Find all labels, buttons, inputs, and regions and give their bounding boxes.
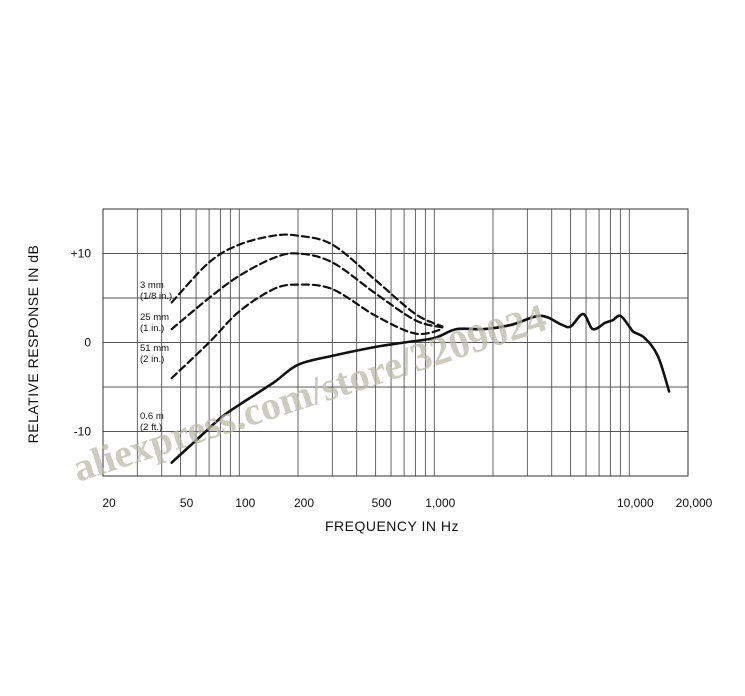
x-tick-label: 500 — [372, 496, 392, 510]
annotation-0-6m: 0.6 m (2 ft.) — [140, 411, 164, 433]
y-tick-label: +10 — [71, 247, 92, 261]
series-line-25mm — [170, 252, 444, 331]
series-layer — [170, 233, 671, 464]
x-tick-label: 100 — [235, 496, 255, 510]
y-tick-label: -10 — [74, 425, 92, 439]
x-tick-label: 10,000 — [617, 496, 654, 510]
annotation-3mm: 3 mm (1/8 in.) — [140, 280, 172, 302]
x-tick-labels: 20 50 100 200 500 1,000 10,000 20,000 — [102, 496, 712, 510]
y-tick-labels: +10 0 -10 — [71, 247, 92, 439]
series-line-3mm — [170, 233, 444, 328]
curve-annotations: 3 mm (1/8 in.) 25 mm (1 in.) 51 mm (2 in.) 0.6… — [140, 280, 172, 433]
annotation-25mm: 25 mm (1 in.) — [140, 312, 169, 334]
x-tick-label: 20,000 — [676, 496, 713, 510]
y-axis-label: RELATIVE RESPONSE IN dB — [25, 245, 41, 444]
plot-area-border — [102, 208, 689, 477]
x-tick-label: 50 — [180, 496, 194, 510]
y-tick-label: 0 — [84, 336, 91, 350]
x-axis-label: FREQUENCY IN Hz — [325, 518, 459, 534]
series-line-0-6m — [170, 312, 671, 464]
x-tick-label: 200 — [294, 496, 314, 510]
annotation-51mm: 51 mm (2 in.) — [140, 343, 169, 365]
x-tick-label: 20 — [102, 496, 116, 510]
series-line-51mm — [170, 283, 444, 380]
x-tick-label: 1,000 — [425, 496, 455, 510]
